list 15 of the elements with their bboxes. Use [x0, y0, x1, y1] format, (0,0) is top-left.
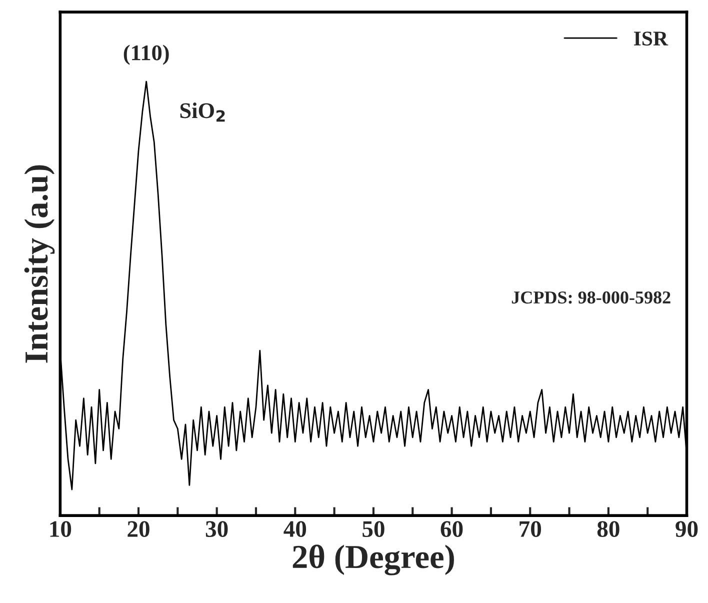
x-tick-label: 40 — [284, 521, 306, 538]
annotation: (110) — [124, 44, 169, 65]
x-tick-label: 20 — [128, 521, 150, 538]
legend-label: ISR — [634, 32, 668, 46]
y-axis-title: Intensity (a.u) — [24, 165, 55, 363]
x-tick-label: 10 — [50, 521, 72, 538]
annotation: JCPDS: 98-000-5982 — [512, 291, 670, 304]
x-axis-title: 2θ (Degree) — [292, 544, 454, 576]
x-tick-label: 30 — [206, 521, 228, 538]
x-tick-label: 90 — [676, 521, 698, 538]
x-tick-label: 80 — [597, 521, 620, 538]
annotation: SiO$_{2}$ — [180, 102, 225, 122]
x-tick-label: 60 — [440, 521, 463, 538]
x-tick-label: 70 — [520, 521, 542, 538]
x-tick-label: 50 — [362, 521, 384, 538]
